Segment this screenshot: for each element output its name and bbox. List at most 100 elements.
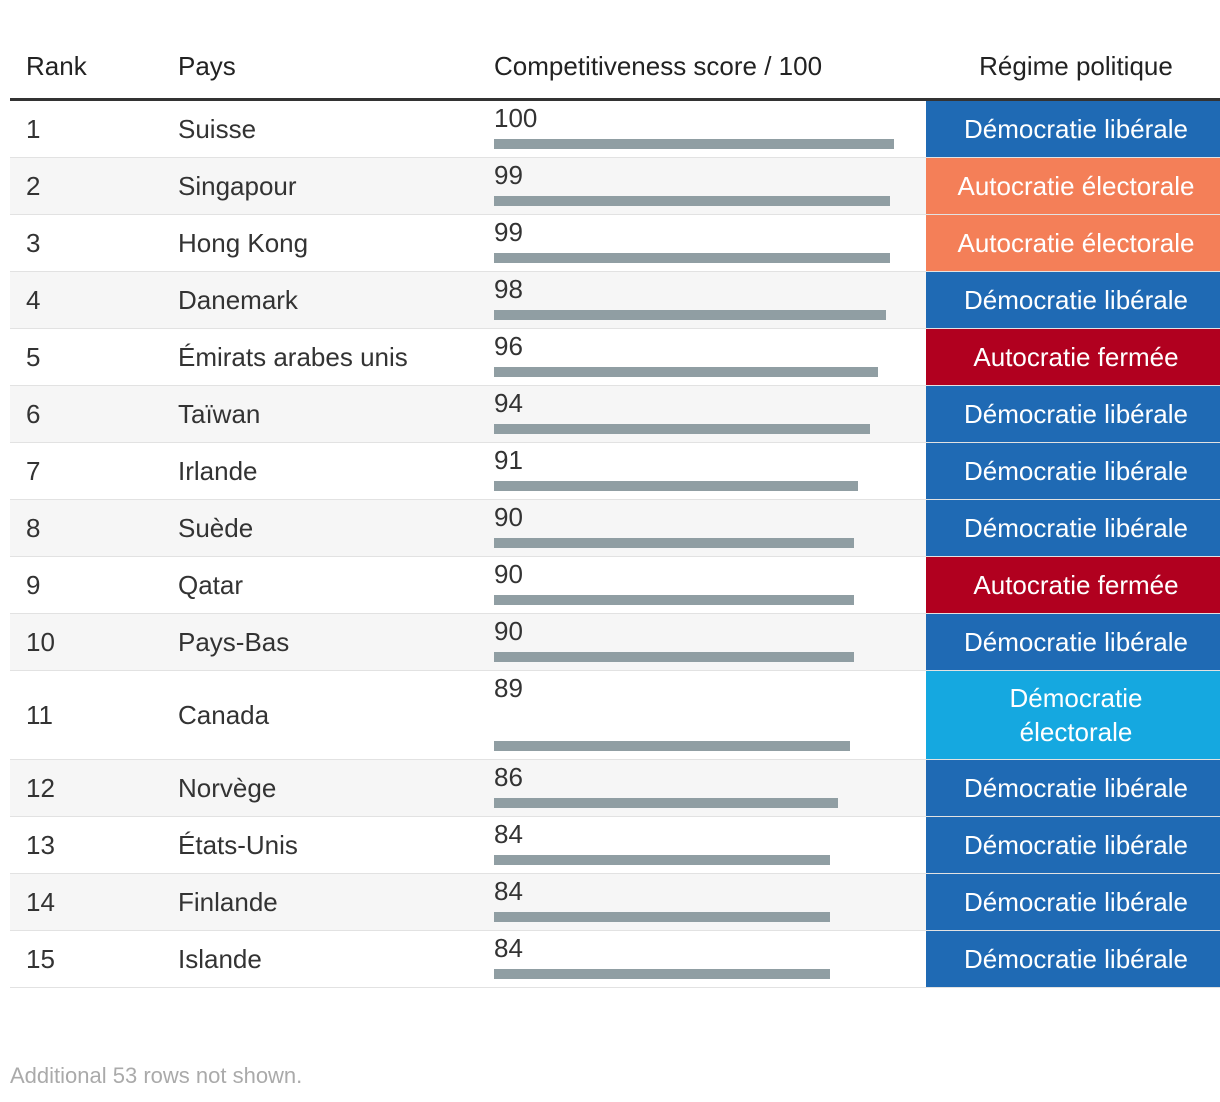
regime-label: Autocratie électorale bbox=[957, 171, 1195, 201]
column-header: Pays bbox=[178, 51, 236, 81]
score-label: 99 bbox=[494, 160, 523, 190]
rank-cell: 7 bbox=[26, 455, 41, 486]
score-label: 96 bbox=[494, 331, 523, 361]
table-row: 5 Émirats arabes unis 96 Autocratie fermée bbox=[10, 328, 1220, 386]
footer-note: Additional 53 rows not shown. bbox=[10, 1063, 303, 1088]
table-row: 10 Pays-Bas 90 Démocratie libérale bbox=[10, 613, 1220, 671]
rank-cell: 11 bbox=[26, 699, 53, 730]
score-bar bbox=[494, 367, 878, 377]
regime-label: Démocratie libérale bbox=[964, 114, 1188, 144]
score-cell: 84 bbox=[494, 817, 926, 874]
table-row: 7 Irlande 91 Démocratie libérale bbox=[10, 442, 1220, 500]
score-cell: 94 bbox=[494, 386, 926, 443]
table-container: Rank Pays Competitiveness score / 100 Régim… bbox=[10, 30, 1220, 988]
country-cell: Qatar bbox=[178, 569, 244, 600]
rank-cell: 9 bbox=[26, 569, 41, 600]
table-row: 4 Danemark 98 Démocratie libérale bbox=[10, 271, 1220, 329]
score-cell: 99 bbox=[494, 215, 926, 272]
score-bar bbox=[494, 855, 830, 865]
country-cell: Irlande bbox=[178, 455, 258, 486]
score-label: 84 bbox=[494, 819, 523, 849]
score-label: 90 bbox=[494, 616, 523, 646]
table-row: 2 Singapour 99 Autocratie électorale bbox=[10, 157, 1220, 215]
country-cell: Suisse bbox=[178, 113, 257, 144]
rank-cell: 2 bbox=[26, 170, 41, 201]
regime-label: Démocratie libérale bbox=[964, 456, 1188, 486]
score-cell: 91 bbox=[494, 443, 926, 500]
score-bar bbox=[494, 741, 850, 751]
regime-label: Autocratie fermée bbox=[973, 342, 1179, 372]
score-bar bbox=[494, 481, 858, 491]
regime-cell: Démocratie libérale bbox=[926, 385, 1220, 443]
regime-label: Démocratie libérale bbox=[964, 285, 1188, 315]
score-label: 90 bbox=[494, 502, 523, 532]
regime-label: Démocratie libérale bbox=[964, 887, 1188, 917]
country-cell: Danemark bbox=[178, 284, 298, 315]
table-row: 14 Finlande 84 Démocratie libérale bbox=[10, 873, 1220, 931]
score-label: 86 bbox=[494, 762, 523, 792]
regime-cell: Démocratie électorale bbox=[926, 670, 1220, 760]
rank-cell: 4 bbox=[26, 284, 41, 315]
country-cell: États-Unis bbox=[178, 829, 298, 860]
score-bar bbox=[494, 652, 854, 662]
regime-cell: Autocratie électorale bbox=[926, 214, 1220, 272]
score-label: 91 bbox=[494, 445, 523, 475]
score-cell: 98 bbox=[494, 272, 926, 329]
score-cell: 84 bbox=[494, 931, 926, 988]
country-cell: Émirats arabes unis bbox=[178, 341, 408, 372]
regime-cell: Démocratie libérale bbox=[926, 99, 1220, 158]
table-row: 9 Qatar 90 Autocratie fermée bbox=[10, 556, 1220, 614]
score-label: 98 bbox=[494, 274, 523, 304]
table-row: 3 Hong Kong 99 Autocratie électorale bbox=[10, 214, 1220, 272]
column-header: Competitiveness score / 100 bbox=[494, 51, 823, 81]
score-cell: 90 bbox=[494, 557, 926, 614]
rank-cell: 12 bbox=[26, 772, 55, 803]
score-cell: 89 bbox=[494, 671, 926, 760]
score-bar bbox=[494, 139, 894, 149]
regime-label: Démocratie libérale bbox=[964, 627, 1188, 657]
regime-cell: Démocratie libérale bbox=[926, 930, 1220, 988]
rank-cell: 6 bbox=[26, 398, 41, 429]
score-bar bbox=[494, 253, 890, 263]
country-cell: Taïwan bbox=[178, 398, 261, 429]
regime-label: Démocratie libérale bbox=[964, 399, 1188, 429]
rank-cell: 14 bbox=[26, 886, 55, 917]
regime-cell: Démocratie libérale bbox=[926, 442, 1220, 500]
score-label: 90 bbox=[494, 559, 523, 589]
country-cell: Suède bbox=[178, 512, 254, 543]
rank-cell: 10 bbox=[26, 626, 55, 657]
score-bar bbox=[494, 969, 830, 979]
regime-cell: Démocratie libérale bbox=[926, 873, 1220, 931]
table-body: 1 Suisse 100 Démocratie libérale 2 Singapour 9… bbox=[10, 99, 1220, 988]
rank-cell: 8 bbox=[26, 512, 41, 543]
country-cell: Islande bbox=[178, 943, 262, 974]
regime-label: Démocratie électorale bbox=[1009, 683, 1143, 747]
rank-cell: 3 bbox=[26, 227, 41, 258]
rank-cell: 13 bbox=[26, 829, 55, 860]
header-row: Rank Pays Competitiveness score / 100 Régim… bbox=[10, 30, 1220, 100]
table: Rank Pays Competitiveness score / 100 Régim… bbox=[10, 30, 1220, 988]
score-bar bbox=[494, 798, 838, 808]
country-cell: Finlande bbox=[178, 886, 278, 917]
rank-cell: 5 bbox=[26, 341, 41, 372]
country-cell: Singapour bbox=[178, 170, 297, 201]
score-bar bbox=[494, 595, 854, 605]
score-label: 99 bbox=[494, 217, 523, 247]
score-bar bbox=[494, 912, 830, 922]
score-bar bbox=[494, 196, 890, 206]
score-bar bbox=[494, 424, 870, 434]
regime-label: Autocratie électorale bbox=[957, 228, 1195, 258]
score-cell: 90 bbox=[494, 500, 926, 557]
country-cell: Canada bbox=[178, 699, 270, 730]
score-label: 94 bbox=[494, 388, 523, 418]
country-cell: Pays-Bas bbox=[178, 626, 290, 657]
regime-cell: Démocratie libérale bbox=[926, 759, 1220, 817]
regime-cell: Démocratie libérale bbox=[926, 816, 1220, 874]
column-header: Régime politique bbox=[979, 51, 1173, 81]
score-label: 84 bbox=[494, 933, 523, 963]
score-bar bbox=[494, 538, 854, 548]
regime-label: Démocratie libérale bbox=[964, 944, 1188, 974]
regime-label: Démocratie libérale bbox=[964, 830, 1188, 860]
score-cell: 99 bbox=[494, 158, 926, 215]
score-cell: 96 bbox=[494, 329, 926, 386]
